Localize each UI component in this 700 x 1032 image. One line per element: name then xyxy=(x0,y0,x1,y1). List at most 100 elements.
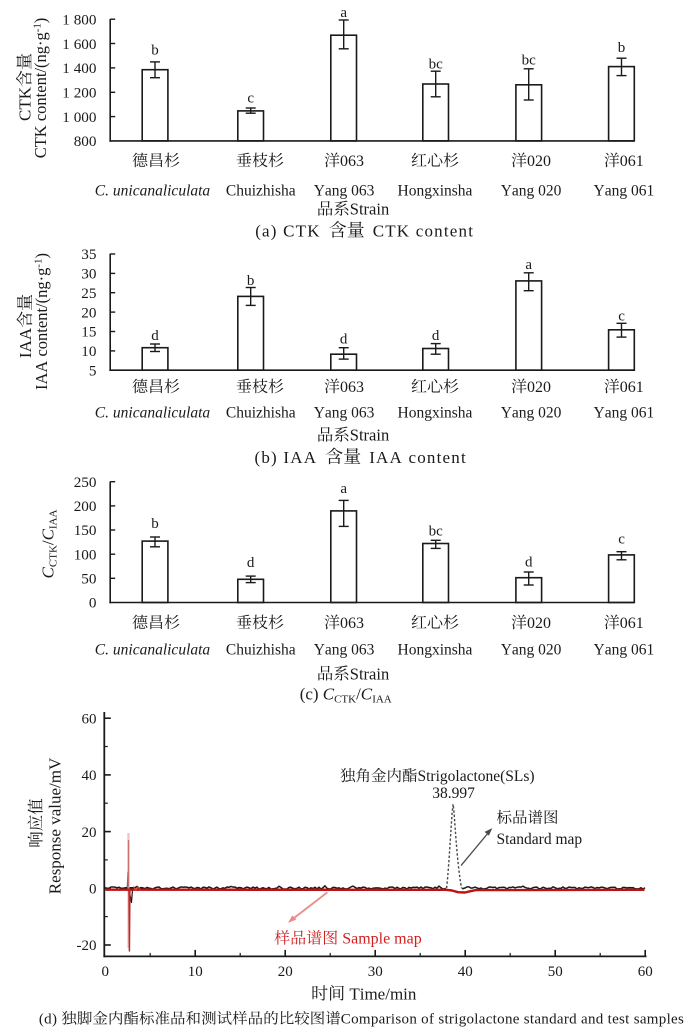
svg-text:(c): (c) xyxy=(300,685,323,704)
svg-text:IAA content: IAA content xyxy=(369,448,467,467)
svg-text:bc: bc xyxy=(429,57,444,73)
svg-text:0: 0 xyxy=(89,882,97,898)
svg-text:063: 063 xyxy=(340,615,364,632)
svg-text:bc: bc xyxy=(429,524,444,540)
svg-text:Yang 020: Yang 020 xyxy=(501,182,562,199)
svg-text:b: b xyxy=(151,516,159,532)
svg-text:150: 150 xyxy=(74,522,97,539)
svg-text:Chuizhisha: Chuizhisha xyxy=(226,641,296,658)
svg-text:Yang 020: Yang 020 xyxy=(501,405,562,422)
svg-text:Strain: Strain xyxy=(350,664,389,683)
svg-text:b: b xyxy=(247,273,255,289)
svg-text:a: a xyxy=(340,5,347,21)
svg-text:15: 15 xyxy=(81,324,96,341)
svg-text:IAA: IAA xyxy=(16,327,35,358)
svg-text:20: 20 xyxy=(278,964,293,980)
svg-text:IAA: IAA xyxy=(372,694,392,706)
svg-text:061: 061 xyxy=(620,615,644,632)
svg-text:Response value/mV: Response value/mV xyxy=(46,757,65,894)
svg-text:Hongxinsha: Hongxinsha xyxy=(398,182,473,199)
svg-text:C. unicanaliculata: C. unicanaliculata xyxy=(95,405,211,422)
svg-text:60: 60 xyxy=(638,964,653,980)
svg-text:(a) CTK: (a) CTK xyxy=(255,221,321,240)
svg-text:Yang 063: Yang 063 xyxy=(314,182,375,199)
svg-text:/: / xyxy=(39,540,58,545)
svg-text:60: 60 xyxy=(82,711,97,727)
svg-text:0: 0 xyxy=(89,595,97,612)
svg-text:IAA content/(ng·g: IAA content/(ng·g xyxy=(32,268,51,390)
svg-text:020: 020 xyxy=(527,153,551,170)
svg-text:020: 020 xyxy=(527,615,551,632)
svg-text:10: 10 xyxy=(81,343,97,360)
svg-text:a: a xyxy=(340,481,347,497)
svg-text:Yang 061: Yang 061 xyxy=(594,405,655,422)
svg-text:CTK: CTK xyxy=(334,694,356,706)
svg-text:1 000: 1 000 xyxy=(62,109,97,126)
svg-text:Standard map: Standard map xyxy=(497,831,583,848)
svg-text:Yang 063: Yang 063 xyxy=(314,405,375,422)
svg-text:40: 40 xyxy=(82,768,97,784)
svg-text:d: d xyxy=(525,554,533,570)
svg-text:C: C xyxy=(323,685,335,704)
svg-text:20: 20 xyxy=(81,304,97,321)
svg-text:Yang 063: Yang 063 xyxy=(314,641,375,658)
svg-text:Yang 061: Yang 061 xyxy=(594,182,655,199)
svg-text:bc: bc xyxy=(522,53,537,69)
svg-text:061: 061 xyxy=(620,379,644,396)
svg-text:Chuizhisha: Chuizhisha xyxy=(226,182,296,199)
svg-text:C. unicanaliculata: C. unicanaliculata xyxy=(95,182,211,199)
svg-text:20: 20 xyxy=(82,825,97,841)
svg-text:C: C xyxy=(39,528,58,540)
svg-text:(d): (d) xyxy=(39,1012,61,1028)
svg-text:020: 020 xyxy=(527,379,551,396)
svg-text:Time/min: Time/min xyxy=(345,984,417,1003)
svg-text:-1: -1 xyxy=(32,259,44,268)
svg-text:b: b xyxy=(618,40,626,56)
svg-text:b: b xyxy=(151,43,159,59)
svg-text:d: d xyxy=(432,328,440,344)
svg-text:d: d xyxy=(247,555,255,571)
svg-text:30: 30 xyxy=(81,266,97,283)
svg-text:Yang 020: Yang 020 xyxy=(501,641,562,658)
svg-text:-1: -1 xyxy=(31,23,43,32)
svg-text:Comparison of strigolactone st: Comparison of strigolactone standard and… xyxy=(341,1012,684,1028)
svg-text:0: 0 xyxy=(102,964,110,980)
svg-text:Sample map: Sample map xyxy=(338,931,422,948)
svg-text:IAA: IAA xyxy=(48,509,60,529)
svg-text:/: / xyxy=(356,685,361,704)
svg-text:40: 40 xyxy=(458,964,473,980)
svg-text:200: 200 xyxy=(74,498,97,515)
svg-text:Strigolactone(SLs): Strigolactone(SLs) xyxy=(418,768,535,785)
svg-text:): ) xyxy=(31,18,50,24)
svg-text:Strain: Strain xyxy=(350,200,389,219)
svg-text:CTK content: CTK content xyxy=(373,221,475,240)
svg-text:CTK: CTK xyxy=(15,86,34,121)
svg-text:d: d xyxy=(151,328,159,344)
svg-text:35: 35 xyxy=(81,246,96,263)
svg-text:061: 061 xyxy=(620,153,644,170)
svg-text:38.997: 38.997 xyxy=(432,785,475,802)
svg-text:30: 30 xyxy=(368,964,383,980)
svg-text:1 400: 1 400 xyxy=(62,60,97,77)
svg-text:50: 50 xyxy=(548,964,563,980)
svg-text:c: c xyxy=(618,308,625,324)
svg-text:1 600: 1 600 xyxy=(62,36,97,53)
svg-text:Hongxinsha: Hongxinsha xyxy=(398,641,473,658)
svg-text:250: 250 xyxy=(74,474,97,491)
svg-text:Yang 061: Yang 061 xyxy=(594,641,655,658)
svg-text:(b) IAA: (b) IAA xyxy=(255,448,318,467)
svg-text:d: d xyxy=(340,332,348,348)
svg-text:C. unicanaliculata: C. unicanaliculata xyxy=(95,641,211,658)
svg-text:Chuizhisha: Chuizhisha xyxy=(226,405,296,422)
svg-text:CTK content/(ng·g: CTK content/(ng·g xyxy=(31,32,50,158)
svg-text:063: 063 xyxy=(340,153,364,170)
svg-text:10: 10 xyxy=(188,964,203,980)
svg-text:5: 5 xyxy=(89,362,97,379)
svg-text:c: c xyxy=(618,532,625,548)
svg-text:Strain: Strain xyxy=(350,426,389,445)
svg-text:800: 800 xyxy=(74,133,97,150)
svg-text:50: 50 xyxy=(81,571,97,588)
svg-text:c: c xyxy=(247,90,254,106)
svg-text:Hongxinsha: Hongxinsha xyxy=(398,405,473,422)
svg-text:): ) xyxy=(32,253,51,259)
